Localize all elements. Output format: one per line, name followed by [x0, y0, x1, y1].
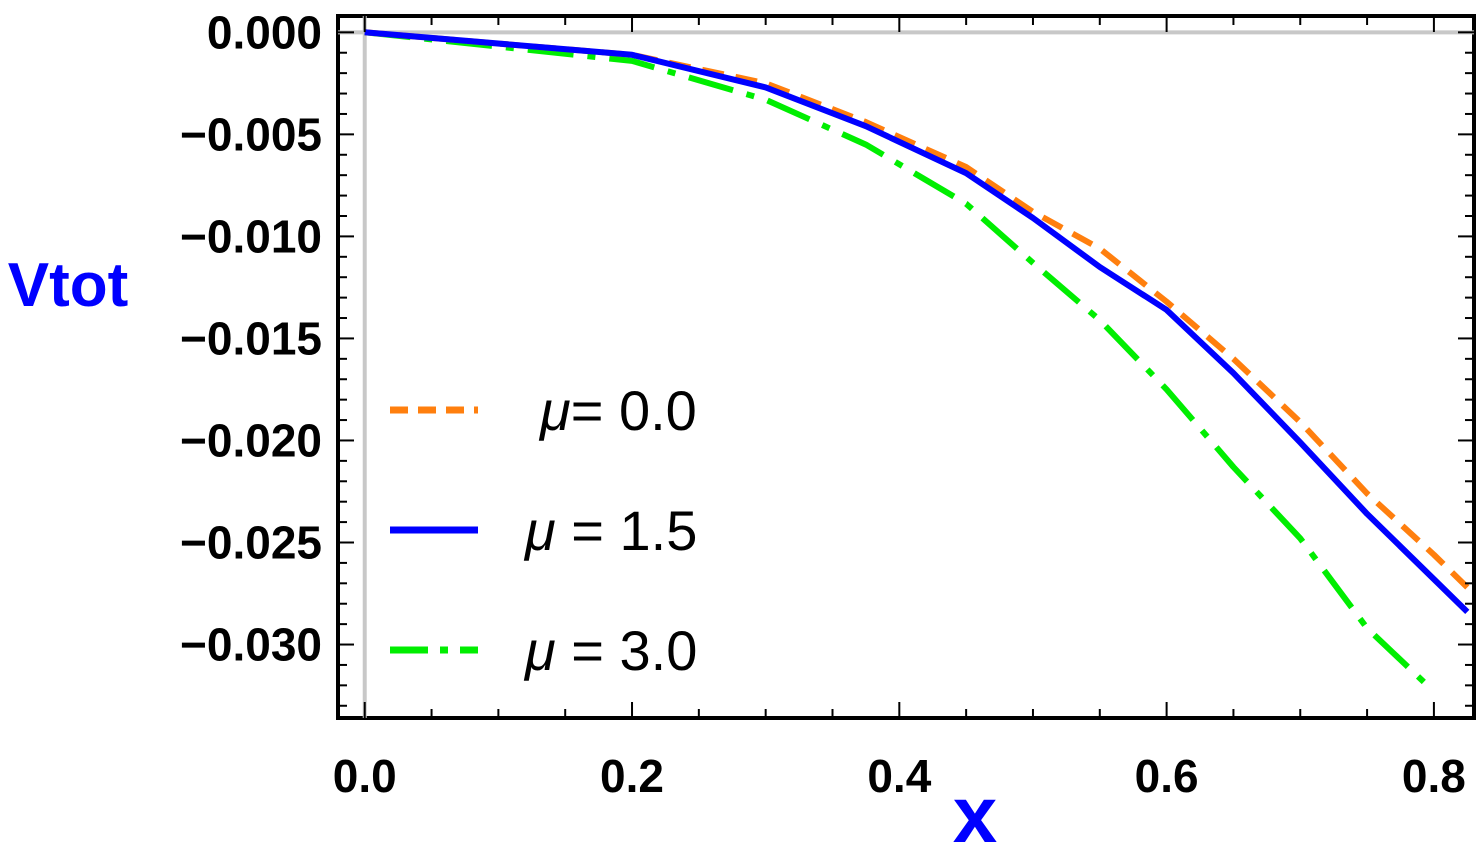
- x-axis-label: x: [953, 770, 998, 859]
- y-tick-label: −0.020: [180, 414, 322, 466]
- x-tick-label: 0.2: [600, 750, 664, 802]
- legend-label: μ = 3.0: [523, 619, 697, 682]
- legend-item: μ = 3.0: [390, 619, 697, 682]
- series-line-0: [364, 29, 1470, 590]
- y-tick-label: −0.005: [180, 108, 322, 160]
- legend-item: μ= 0.0: [390, 379, 697, 442]
- legend-item: μ = 1.5: [390, 499, 697, 562]
- plot-border: [336, 14, 1476, 720]
- y-axis-label: Vtot: [8, 251, 129, 320]
- series-line-1: [364, 29, 1470, 615]
- y-tick-label: 0.000: [207, 6, 322, 58]
- y-tick-label: −0.030: [180, 619, 322, 671]
- y-tick-label: −0.025: [180, 517, 322, 569]
- y-axis-ticks: 0.000 −0.005 −0.010 −0.015 −0.020 −0.025 −0.03…: [180, 6, 1474, 707]
- series-layer: [364, 29, 1470, 694]
- legend: μ= 0.0 μ = 1.5 μ = 3.0: [390, 379, 697, 682]
- plot-frame: [336, 14, 1476, 720]
- legend-label: μ= 0.0: [538, 379, 697, 442]
- x-axis-ticks: 0.0 0.2 0.4 0.6 0.8: [333, 16, 1466, 802]
- series-line-2: [364, 29, 1436, 694]
- y-tick-label: −0.015: [180, 312, 322, 364]
- y-tick-label: −0.010: [180, 210, 322, 262]
- x-tick-label: 0.4: [867, 750, 931, 802]
- x-tick-label: 0.0: [333, 750, 397, 802]
- zero-lines: [338, 16, 1474, 718]
- x-tick-label: 0.8: [1402, 750, 1466, 802]
- legend-label: μ = 1.5: [523, 499, 697, 562]
- x-tick-label: 0.6: [1135, 750, 1199, 802]
